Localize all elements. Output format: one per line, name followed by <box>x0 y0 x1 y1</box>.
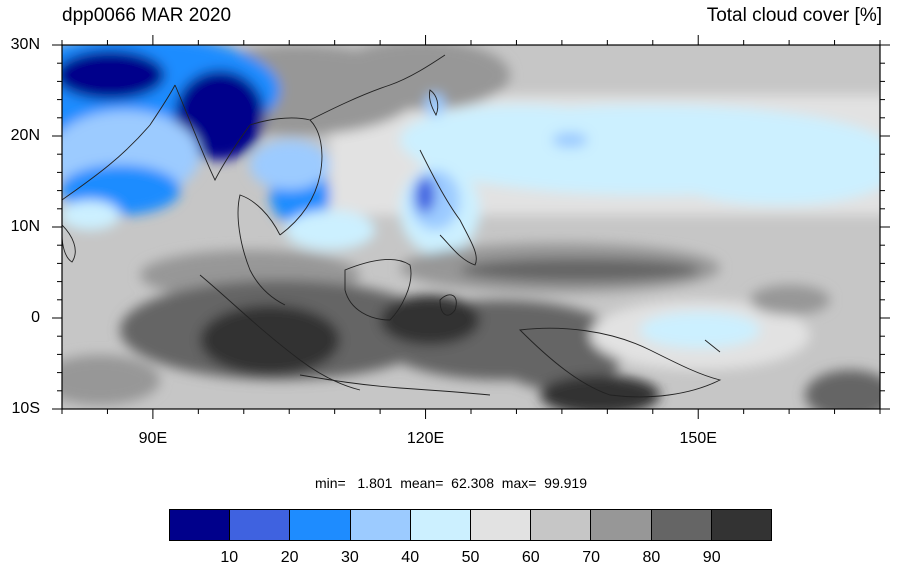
stats-summary: min= 1.801 mean= 62.308 max= 99.919 <box>314 475 587 491</box>
colorbar-label: 70 <box>582 549 600 566</box>
colorbar-label: 80 <box>642 549 661 566</box>
colorbar-label: 50 <box>461 549 480 566</box>
colorbar-box <box>651 510 712 540</box>
colorbar-box <box>230 510 291 540</box>
colorbar-label: 20 <box>280 549 299 566</box>
lat-label: 10S <box>11 400 40 417</box>
colorbar-label: 30 <box>340 549 359 566</box>
colorbar-label: 10 <box>220 549 239 566</box>
colorbar-box <box>350 510 411 540</box>
colorbar-box <box>531 510 592 540</box>
lon-label: 150E <box>679 430 717 447</box>
lat-label: 10N <box>10 218 40 235</box>
colorbar-label: 60 <box>521 549 540 566</box>
lon-label: 120E <box>406 430 445 447</box>
colorbar-box <box>410 510 472 540</box>
plot-title: dpp0066 MAR 2020 <box>62 5 232 26</box>
lat-label: 0 <box>31 309 40 326</box>
colorbar-box <box>471 510 532 540</box>
colorbar-box <box>170 510 231 540</box>
lat-label: 20N <box>10 127 40 144</box>
colorbar-box <box>591 510 652 540</box>
lat-label: 30N <box>10 36 40 53</box>
colorbar-box <box>290 510 351 540</box>
colorbar <box>169 509 772 541</box>
colorbar-label: 90 <box>702 549 721 566</box>
colorbar-box <box>711 510 772 540</box>
colorbar-label: 40 <box>401 549 420 566</box>
lon-label: 90E <box>138 430 168 447</box>
variable-title: Total cloud cover [%] <box>706 5 882 26</box>
cloud-field <box>62 45 880 409</box>
